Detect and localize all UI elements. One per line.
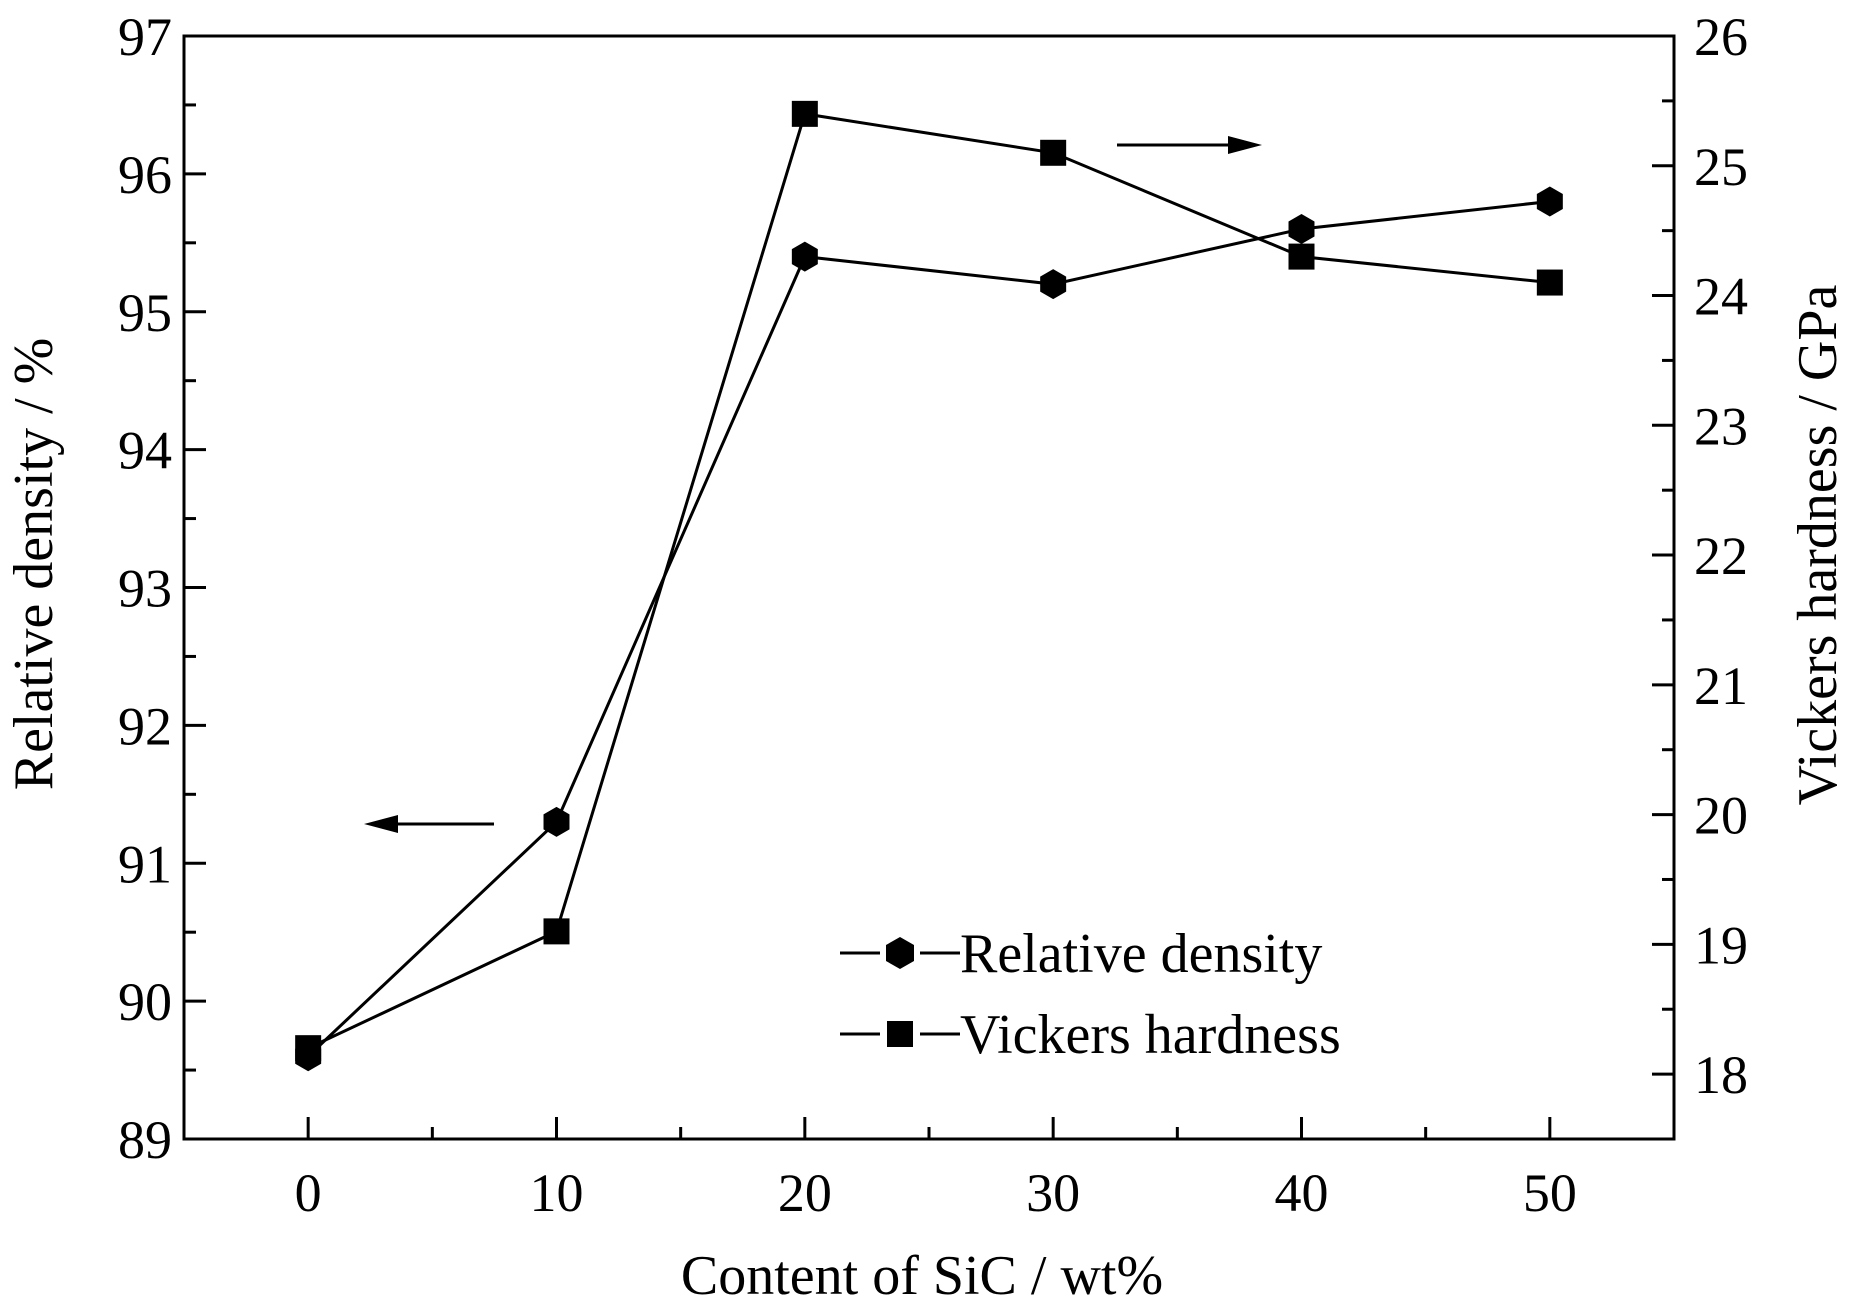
y-left-tick-label: 92 xyxy=(118,696,172,756)
legend-label-density: Relative density xyxy=(960,923,1322,985)
legend-label-hardness: Vickers hardness xyxy=(960,1004,1341,1066)
y-left-tick-label: 90 xyxy=(118,972,172,1032)
relative-density-point xyxy=(543,806,570,837)
y-right-tick-label: 26 xyxy=(1694,7,1748,67)
arrow-left-head xyxy=(364,815,398,833)
y-right-tick-label: 19 xyxy=(1694,915,1748,975)
legend-marker-hexagon xyxy=(886,937,914,969)
y-right-tick-label: 18 xyxy=(1694,1045,1748,1105)
vickers-hardness-point xyxy=(1288,243,1315,270)
legend: Relative density Vickers hardness xyxy=(840,923,1341,1066)
y-right-tick-label: 21 xyxy=(1694,656,1748,716)
relative-density-point xyxy=(791,241,818,272)
y-right-axis-title: Vickers hardness / GPa xyxy=(1787,284,1849,805)
x-tick-label: 20 xyxy=(778,1163,832,1223)
y-right-tick-label: 23 xyxy=(1694,396,1748,456)
relative-density-point xyxy=(1040,269,1067,300)
vickers-hardness-point xyxy=(1040,139,1067,166)
y-left-tick-label: 96 xyxy=(118,145,172,205)
vickers-hardness-point xyxy=(295,1035,322,1062)
ticks xyxy=(184,34,1674,1141)
vickers-hardness-point xyxy=(543,918,570,945)
axes xyxy=(182,34,1676,1141)
x-tick-label: 50 xyxy=(1523,1163,1577,1223)
vickers-hardness-point xyxy=(1536,269,1563,296)
y-left-axis-title: Relative density / % xyxy=(3,338,65,791)
y-left-tick-label: 93 xyxy=(118,559,172,619)
tick-labels: 0 10 20 30 40 50 89 90 91 92 93 94 95 96 97 18 19 20 21 22 2… xyxy=(118,7,1748,1223)
vickers-hardness-point xyxy=(791,100,818,127)
series-markers xyxy=(295,100,1563,1072)
y-left-tick-label: 89 xyxy=(118,1110,172,1170)
x-axis-title: Content of SiC / wt% xyxy=(681,1245,1163,1307)
y-right-tick-label: 22 xyxy=(1694,526,1748,586)
y-right-tick-label: 24 xyxy=(1694,267,1748,327)
y-left-tick-label: 95 xyxy=(118,283,172,343)
legend-marker-square xyxy=(887,1021,913,1047)
x-tick-label: 40 xyxy=(1275,1163,1329,1223)
y-left-tick-label: 97 xyxy=(118,7,172,67)
y-right-tick-label: 25 xyxy=(1694,137,1748,197)
x-tick-label: 0 xyxy=(295,1163,322,1223)
relative-density-point xyxy=(1288,214,1315,245)
x-tick-label: 10 xyxy=(530,1163,584,1223)
series-lines xyxy=(307,112,1550,1058)
plot-frame xyxy=(182,34,1676,1141)
annotations xyxy=(364,136,1262,833)
y-left-tick-label: 94 xyxy=(118,421,172,481)
series-line-relative-density xyxy=(307,199,1550,1058)
y-left-tick-label: 91 xyxy=(118,834,172,894)
arrow-right-head xyxy=(1228,136,1262,154)
y-right-tick-label: 20 xyxy=(1694,786,1748,846)
series-line-vickers-hardness xyxy=(307,112,1550,1050)
x-tick-label: 30 xyxy=(1026,1163,1080,1223)
relative-density-point xyxy=(1536,186,1563,217)
